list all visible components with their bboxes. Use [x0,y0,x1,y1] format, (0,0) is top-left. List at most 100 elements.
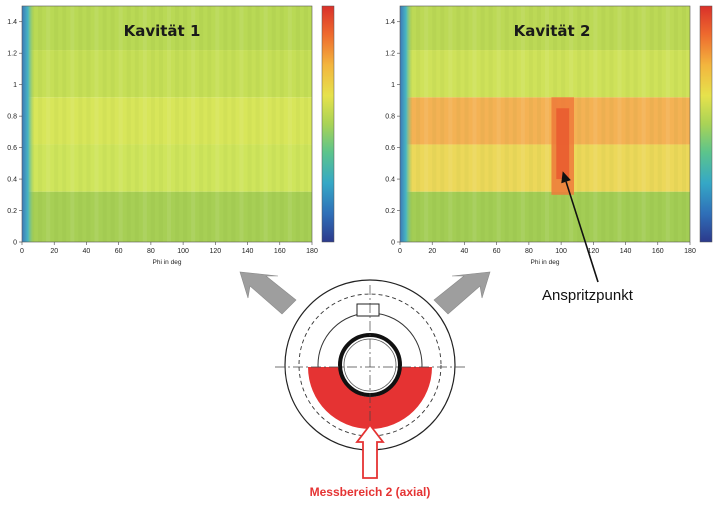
x-tick-label: 80 [525,248,533,255]
heatmap-band [400,50,690,98]
heatmap-column [416,6,421,242]
heatmap-left-edge [400,6,412,242]
heatmap-column [142,6,147,242]
colorbar [321,5,335,243]
heatmap-kavitaet-1: 0 20 40 60 80 100 120 140 160 180 0 0.2 0.4 0.6 0.8 1 1… [7,5,335,266]
x-axis-label: Phi in deg [531,259,560,266]
y-tick-label: 0 [13,240,17,247]
x-tick-label: 0 [398,248,402,255]
heatmap-column [577,6,582,242]
heatmap-band [22,50,312,98]
heatmap-column [223,6,228,242]
heatmap-column [70,6,75,242]
heatmap-column [512,6,517,242]
x-tick-label: 140 [620,248,632,255]
x-tick-label: 60 [115,248,123,255]
heatmap-column [303,6,308,242]
heatmap-column [126,6,131,242]
heatmap-stripes [22,6,308,242]
annotation-label: Anspritzpunkt [542,287,634,304]
heatmap-column [54,6,59,242]
gate-marker [356,303,380,317]
heatmap-column [110,6,115,242]
heatmap-left-edge [22,6,34,242]
heatmap-column [191,6,196,242]
heatmap-column [617,6,622,242]
y-tick-label: 1.4 [385,19,395,26]
heatmap-band [400,144,690,192]
cross-section-diagram [275,279,465,451]
x-tick-label: 160 [652,248,664,255]
x-tick-label: 100 [177,248,189,255]
y-tick-labels: 0 0.2 0.4 0.6 0.8 1 1.2 1.4 [7,19,22,247]
heatmap-column [215,6,220,242]
heatmap-column [295,6,300,242]
heatmap-column [62,6,67,242]
heatmap-column [585,6,590,242]
y-tick-label: 1.4 [7,19,17,26]
heatmap-column [432,6,437,242]
x-tick-label: 20 [428,248,436,255]
heatmap-column [199,6,204,242]
y-tick-label: 0.6 [7,145,17,152]
heatmap-band [400,6,690,51]
y-tick-label: 0.8 [385,114,395,121]
x-tick-label: 40 [83,248,91,255]
heatmap-column [78,6,83,242]
plot-frame [399,5,691,243]
annotation-arrowhead [561,171,571,184]
heatmap-column [46,6,51,242]
heatmap-column [247,6,252,242]
heatmap-column [657,6,662,242]
heatmap-band [22,97,312,145]
plot-title: Kavität 1 [124,22,201,40]
heatmap-column [255,6,260,242]
y-tick-labels: 0 0.2 0.4 0.6 0.8 1 1.2 1.4 [385,19,400,247]
heatmap-band [22,6,312,51]
x-tick-label: 160 [274,248,286,255]
x-tick-label: 120 [587,248,599,255]
heatmap-column [633,6,638,242]
heatmap-column [102,6,107,242]
heatmap-column [207,6,212,242]
plot-frame [21,5,313,243]
y-tick-label: 1.2 [7,51,17,58]
x-tick-label: 180 [306,248,318,255]
x-tick-label: 120 [209,248,221,255]
measurement-label: Messbereich 2 (axial) [310,485,431,499]
y-tick-label: 0.6 [385,145,395,152]
heatmap-band [400,97,690,145]
heatmap-bands [400,6,690,242]
heatmap-column [472,6,477,242]
heatmap-column [488,6,493,242]
y-tick-label: 1.2 [385,51,395,58]
heatmap-column [528,6,533,242]
heatmap-band [22,144,312,192]
y-tick-label: 0.4 [385,177,395,184]
heatmap-column [94,6,99,242]
heatmap-column [464,6,469,242]
plot-title: Kavität 2 [514,22,591,40]
heatmap-column [424,6,429,242]
heatmap-band [22,191,312,242]
heatmap-band [400,191,690,242]
heatmap-column [287,6,292,242]
x-tick-labels: 0 20 40 60 80 100 120 140 160 180 [398,242,696,255]
heatmap-column [681,6,686,242]
heatmap-column [86,6,91,242]
heatmap-column [118,6,123,242]
hotspot-core [556,108,570,180]
heatmap-column [239,6,244,242]
heatmap-column [496,6,501,242]
x-tick-label: 180 [684,248,696,255]
heatmap-column [536,6,541,242]
heatmap-column [641,6,646,242]
heatmap-column [456,6,461,242]
heatmap-column [520,6,525,242]
heatmap-column [183,6,188,242]
heatmap-column [279,6,284,242]
x-tick-label: 140 [242,248,254,255]
annotation-arrow [565,181,599,283]
gray-arrow-right [433,271,491,315]
